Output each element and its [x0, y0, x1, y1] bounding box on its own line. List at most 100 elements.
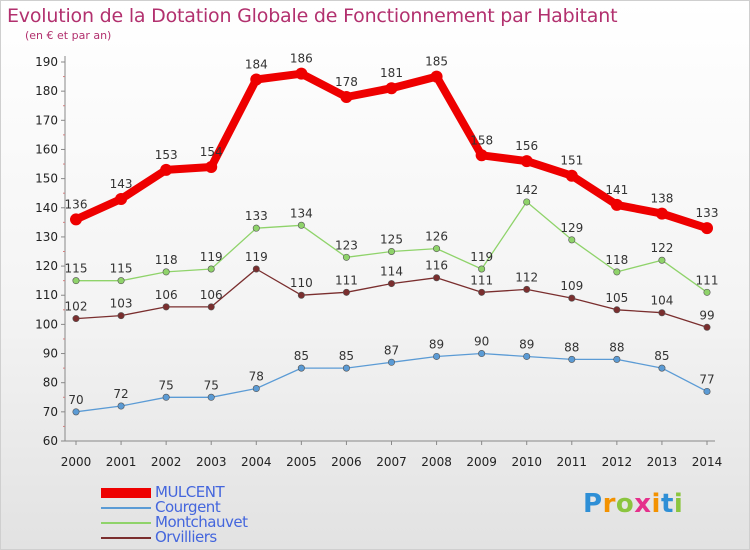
data-point-montchauvet: [207, 265, 215, 273]
data-point-montchauvet: [568, 236, 576, 244]
legend-label-courgent: Courgent: [155, 498, 221, 516]
data-point-courgent: [523, 352, 531, 360]
data-point-montchauvet: [387, 248, 395, 256]
data-label-montchauvet: 142: [515, 183, 538, 197]
data-point-mulcent: [340, 90, 353, 103]
x-tick-label: 2012: [602, 455, 633, 469]
y-tick-label: 130: [35, 230, 58, 244]
x-tick-label: 2014: [692, 455, 723, 469]
data-point-mulcent: [655, 207, 668, 220]
x-tick-label: 2000: [61, 455, 92, 469]
data-point-mulcent: [701, 222, 713, 235]
y-tick-label: 150: [35, 172, 58, 186]
data-point-montchauvet: [162, 268, 170, 276]
data-label-courgent: 87: [384, 343, 399, 357]
data-label-montchauvet: 133: [245, 209, 268, 223]
data-point-orvilliers: [162, 303, 170, 311]
data-label-mulcent: 181: [380, 66, 403, 80]
data-point-montchauvet: [613, 268, 621, 276]
x-tick-label: 2008: [421, 455, 452, 469]
data-point-montchauvet: [523, 198, 531, 206]
x-tick-label: 2007: [376, 455, 407, 469]
x-tick-label: 2001: [106, 455, 137, 469]
data-label-courgent: 85: [339, 349, 354, 363]
data-label-montchauvet: 111: [696, 273, 719, 287]
logo-letter: r: [602, 489, 616, 519]
data-point-mulcent: [430, 70, 443, 83]
data-label-mulcent: 151: [560, 154, 583, 168]
data-point-courgent: [568, 355, 576, 363]
legend-item-mulcent: MULCENT: [101, 483, 361, 501]
data-label-montchauvet: 122: [650, 241, 673, 255]
legend: MULCENT Courgent Montchauvet Orvilliers: [101, 483, 361, 546]
data-point-montchauvet: [297, 221, 305, 229]
data-label-montchauvet: 119: [470, 250, 493, 264]
data-label-montchauvet: 129: [560, 221, 583, 235]
data-point-mulcent: [520, 155, 533, 168]
logo-letter: o: [615, 489, 635, 519]
data-point-orvilliers: [207, 303, 215, 311]
data-point-courgent: [613, 355, 621, 363]
data-label-mulcent: 178: [335, 75, 358, 89]
legend-swatch-mulcent: [101, 487, 151, 498]
data-label-mulcent: 154: [200, 145, 223, 159]
y-tick-label: 60: [43, 434, 58, 448]
data-point-orvilliers: [478, 288, 486, 296]
data-point-courgent: [207, 393, 215, 401]
data-point-montchauvet: [117, 277, 125, 285]
data-label-orvilliers: 111: [335, 273, 358, 287]
data-label-montchauvet: 118: [605, 253, 628, 267]
data-label-mulcent: 153: [155, 148, 178, 162]
data-point-orvilliers: [568, 294, 576, 302]
data-label-montchauvet: 119: [200, 250, 223, 264]
data-point-orvilliers: [342, 288, 350, 296]
data-label-mulcent: 141: [605, 183, 628, 197]
x-tick-label: 2010: [511, 455, 542, 469]
data-point-courgent: [433, 352, 441, 360]
data-label-montchauvet: 115: [110, 262, 133, 276]
data-point-courgent: [252, 385, 260, 393]
data-point-orvilliers: [613, 306, 621, 314]
x-tick-label: 2006: [331, 455, 362, 469]
data-label-courgent: 90: [474, 335, 489, 349]
data-label-courgent: 72: [113, 387, 128, 401]
data-point-mulcent: [250, 73, 263, 86]
data-point-mulcent: [205, 160, 218, 173]
data-label-montchauvet: 118: [155, 253, 178, 267]
data-label-montchauvet: 125: [380, 233, 403, 247]
data-label-mulcent: 143: [110, 177, 133, 191]
x-tick-label: 2013: [647, 455, 678, 469]
data-label-courgent: 75: [204, 378, 219, 392]
data-point-orvilliers: [433, 274, 441, 282]
data-point-mulcent: [295, 67, 308, 80]
y-tick-label: 100: [35, 317, 58, 331]
data-labels: 70 72 75 75 78 85 85 87 89 90 89 88 88 85 77 115 115 118 1…: [65, 52, 719, 407]
legend-label-orvilliers: Orvilliers: [155, 528, 217, 546]
data-point-courgent: [387, 358, 395, 366]
data-label-courgent: 85: [294, 349, 309, 363]
data-point-courgent: [72, 408, 80, 416]
data-label-montchauvet: 123: [335, 238, 358, 252]
data-label-orvilliers: 102: [65, 300, 88, 314]
data-point-montchauvet: [252, 224, 260, 232]
legend-item-courgent: Courgent: [101, 498, 361, 516]
data-point-courgent: [658, 364, 666, 372]
x-tick-label: 2003: [196, 455, 227, 469]
legend-item-montchauvet: Montchauvet: [101, 513, 361, 531]
legend-label-montchauvet: Montchauvet: [155, 513, 248, 531]
data-label-orvilliers: 119: [245, 250, 268, 264]
data-point-montchauvet: [658, 256, 666, 264]
data-label-montchauvet: 115: [65, 262, 88, 276]
data-point-montchauvet: [433, 245, 441, 253]
data-point-orvilliers: [658, 309, 666, 317]
data-label-orvilliers: 106: [155, 288, 178, 302]
y-tick-label: 80: [43, 376, 58, 390]
data-label-mulcent: 186: [290, 52, 313, 66]
data-point-courgent: [478, 350, 486, 358]
data-point-mulcent: [160, 163, 173, 176]
chart-subtitle: (en € et par an): [25, 29, 112, 42]
logo-letter: i: [673, 489, 684, 519]
data-point-courgent: [162, 393, 170, 401]
data-label-orvilliers: 105: [605, 291, 628, 305]
